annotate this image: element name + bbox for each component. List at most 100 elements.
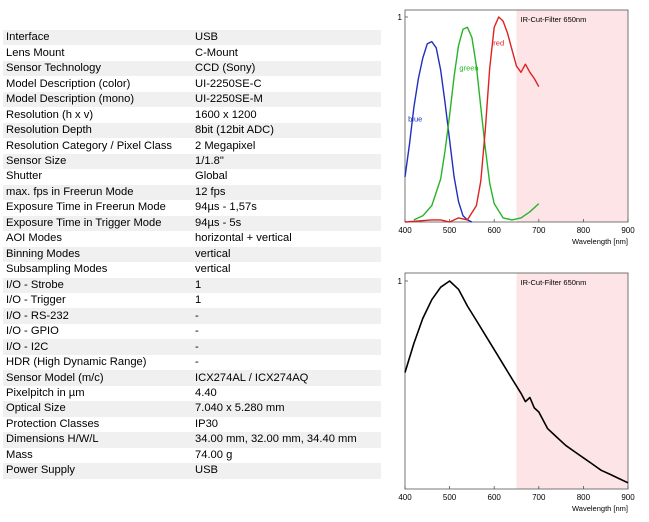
spec-key: Interface xyxy=(3,30,192,46)
spec-row: Interface USB xyxy=(3,30,381,46)
spec-value: 4.40 xyxy=(192,385,381,402)
spec-row: I/O - RS-232- xyxy=(3,308,381,324)
spec-row: Resolution (h x v) 1600 x 1200 xyxy=(3,107,381,123)
x-tick-label: 600 xyxy=(488,226,502,235)
spec-value: - xyxy=(192,354,381,371)
spec-value: 1 xyxy=(192,292,381,309)
mono-sensitivity-chart: IR-Cut-Filter 650nm 1 400 500 600 700 800 900 Wa… xyxy=(398,272,635,513)
spec-key: HDR (High Dynamic Range) xyxy=(3,354,192,371)
spec-row: Shutter Global xyxy=(3,169,381,185)
ir-cut-filter-label: IR-Cut-Filter 650nm xyxy=(521,15,587,24)
spectral-sensitivity-chart: IR-Cut-Filter 650nm 1 400 500 600 700 800 900 Wa… xyxy=(398,9,635,246)
series-line-red xyxy=(404,16,540,223)
spec-key: Dimensions H/W/L xyxy=(3,432,192,448)
spec-row: Mass 74.00 g xyxy=(3,447,381,464)
spec-key: Sensor Size xyxy=(3,153,192,170)
spec-row: I/O - Trigger 1 xyxy=(3,292,381,309)
series-label-red: red xyxy=(493,39,504,48)
spec-row: HDR (High Dynamic Range) - xyxy=(3,354,381,371)
spec-key: Optical Size xyxy=(3,401,192,417)
spec-key: Power Supply xyxy=(3,463,192,479)
spec-key: Resolution Category / Pixel Class xyxy=(3,138,192,154)
spec-row: Sensor Size 1/1.8" xyxy=(3,153,381,170)
x-tick-label: 900 xyxy=(621,493,635,502)
x-axis-label: Wavelength [nm] xyxy=(572,237,628,246)
spec-value: 94µs - 5s xyxy=(192,215,381,232)
x-tick-label: 500 xyxy=(443,493,457,502)
spec-key: Exposure Time in Freerun Mode xyxy=(3,200,192,216)
spec-row: Pixelpitch in µm 4.40 xyxy=(3,385,381,402)
spec-row: Dimensions H/W/L 34.00 mm, 32.00 mm, 34.4… xyxy=(3,432,381,448)
x-tick-label: 600 xyxy=(488,493,502,502)
spec-row: Binning Modes vertical xyxy=(3,246,381,263)
spec-key: max. fps in Freerun Mode xyxy=(3,184,192,201)
spec-value: 2 Megapixel xyxy=(192,138,381,154)
series-line-mono xyxy=(404,280,629,484)
spec-value: 1 xyxy=(192,277,381,293)
spec-value: 34.00 mm, 32.00 mm, 34.40 mm xyxy=(192,432,381,448)
y-tick-label: 1 xyxy=(398,13,403,22)
spec-row: I/O - Strobe 1 xyxy=(3,277,381,293)
x-tick-label: 800 xyxy=(577,226,591,235)
spec-row: Exposure Time in Trigger Mode 94µs - 5s xyxy=(3,215,381,232)
spec-row: Exposure Time in Freerun Mode 94µs - 1,57… xyxy=(3,200,381,216)
spec-key: I/O - GPIO xyxy=(3,323,192,340)
spec-row: Power Supply USB xyxy=(3,463,381,479)
spec-key: Resolution (h x v) xyxy=(3,107,192,123)
spec-key: Resolution Depth xyxy=(3,122,192,139)
spec-row: Optical Size 7.040 x 5.280 mm xyxy=(3,401,381,417)
spec-row: Lens Mount C-Mount xyxy=(3,45,381,61)
series-line-green xyxy=(413,26,540,221)
spec-value: 7.040 x 5.280 mm xyxy=(192,401,381,417)
x-tick-label: 900 xyxy=(621,226,635,235)
spec-key: I/O - RS-232 xyxy=(3,308,192,324)
spec-row: Resolution Category / Pixel Class 2 Megap… xyxy=(3,138,381,154)
spec-value: vertical xyxy=(192,246,381,263)
spec-row: Resolution Depth 8bit (12bit ADC) xyxy=(3,122,381,139)
spec-key: Lens Mount xyxy=(3,45,192,61)
spec-key: AOI Modes xyxy=(3,231,192,247)
spec-key: I/O - Strobe xyxy=(3,277,192,293)
spec-table-body: Interface USB Lens Mount C-Mount Sensor Tech… xyxy=(3,30,381,479)
spec-value: USB xyxy=(192,30,381,46)
spec-key: I/O - I2C xyxy=(3,339,192,355)
spec-value: IP30 xyxy=(192,416,381,433)
spec-row: max. fps in Freerun Mode 12 fps xyxy=(3,184,381,201)
spec-row: Sensor Model (m/c) ICX274AL / ICX274AQ xyxy=(3,370,381,386)
spec-value: 8bit (12bit ADC) xyxy=(192,122,381,139)
spec-value: 1600 x 1200 xyxy=(192,107,381,123)
spec-value: ICX274AL / ICX274AQ xyxy=(192,370,381,386)
spec-key: Pixelpitch in µm xyxy=(3,385,192,402)
spec-row: Sensor Technology CCD (Sony) xyxy=(3,60,381,77)
plot-frame xyxy=(404,272,629,490)
x-tick-label: 400 xyxy=(398,226,412,235)
spec-value: 74.00 g xyxy=(192,447,381,464)
spec-key: Binning Modes xyxy=(3,246,192,263)
y-tick-label: 1 xyxy=(398,277,403,286)
spec-value: horizontal + vertical xyxy=(192,231,381,247)
spec-value: UI-2250SE-C xyxy=(192,76,381,92)
spec-key: Exposure Time in Trigger Mode xyxy=(3,215,192,232)
x-tick-label: 800 xyxy=(577,493,591,502)
spec-table: Interface USB Lens Mount C-Mount Sensor Tech… xyxy=(3,30,381,479)
spec-row: Protection Classes IP30 xyxy=(3,416,381,433)
spec-value: Global xyxy=(192,169,381,185)
spec-key: Sensor Model (m/c) xyxy=(3,370,192,386)
x-tick-label: 500 xyxy=(443,226,457,235)
ir-cut-filter-label: IR-Cut-Filter 650nm xyxy=(521,278,587,287)
spec-value: 94µs - 1,57s xyxy=(192,200,381,216)
ir-cut-filter-band xyxy=(516,10,628,222)
spec-key: Model Description (color) xyxy=(3,76,192,92)
spec-row: I/O - I2C - xyxy=(3,339,381,355)
spec-key: Model Description (mono) xyxy=(3,91,192,108)
spec-key: Protection Classes xyxy=(3,416,192,433)
spec-value: C-Mount xyxy=(192,45,381,61)
x-axis-label: Wavelength [nm] xyxy=(572,504,628,513)
spec-value: 12 fps xyxy=(192,184,381,201)
ir-cut-filter-band xyxy=(516,273,628,489)
spec-value: vertical xyxy=(192,262,381,278)
spec-value: UI-2250SE-M xyxy=(192,91,381,108)
spec-value: 1/1.8" xyxy=(192,153,381,170)
spec-row: AOI Modes horizontal + vertical xyxy=(3,231,381,247)
spec-key: Sensor Technology xyxy=(3,60,192,77)
